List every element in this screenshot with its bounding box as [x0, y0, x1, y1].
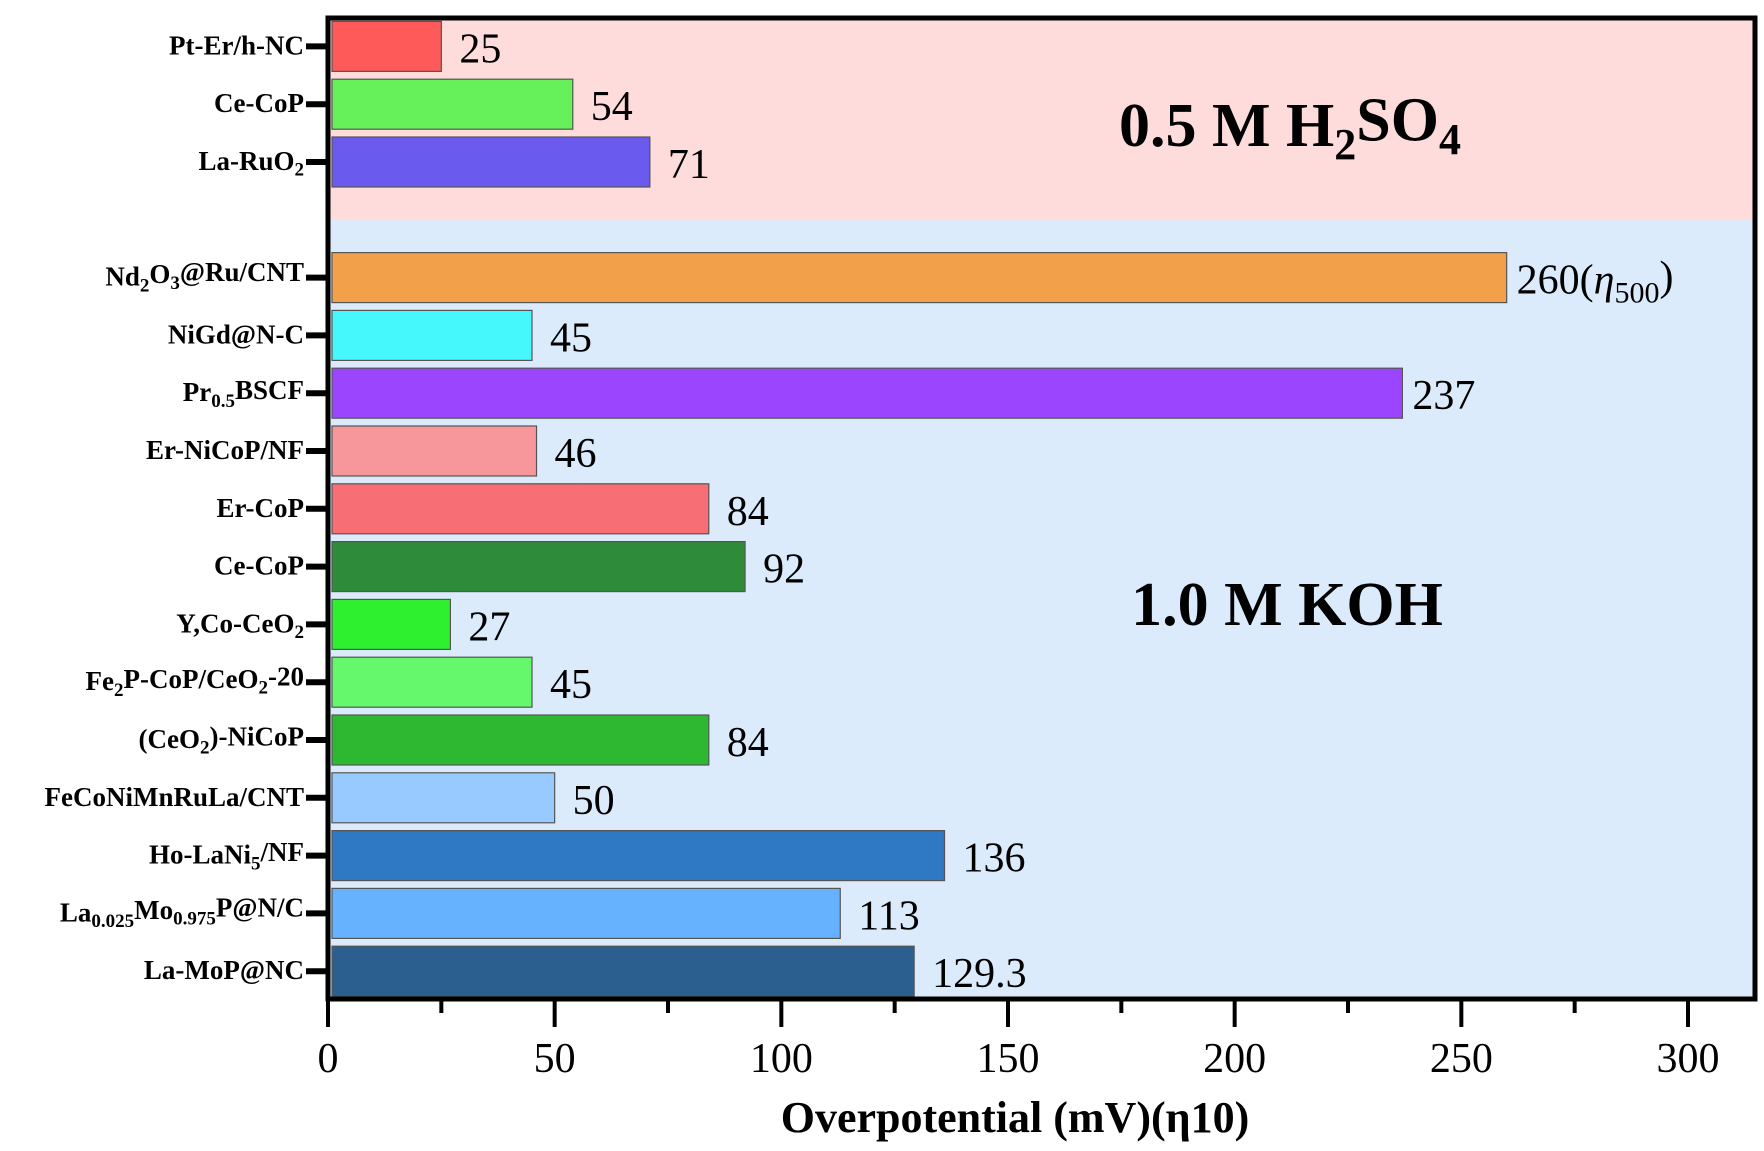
bar [331, 20, 442, 72]
x-axis-label: Overpotential (mV)(η10) [781, 1093, 1250, 1142]
x-tick-label: 0 [318, 1036, 339, 1082]
value-label: 84 [727, 489, 769, 535]
bar [331, 78, 574, 130]
x-tick-label: 300 [1657, 1036, 1720, 1082]
value-label: 84 [727, 720, 769, 766]
value-label: 113 [858, 893, 919, 939]
category-label: Nd2O3@Ru/CNT [105, 257, 304, 297]
value-label: 45 [550, 662, 592, 708]
bar [331, 367, 1404, 419]
bar [331, 136, 651, 188]
category-label: Er-CoP [217, 493, 304, 523]
value-label: 92 [763, 547, 805, 593]
category-label: Pr0.5BSCF [183, 375, 304, 412]
annotation-acid: 0.5 M H2SO4 [1119, 87, 1461, 170]
value-label: 136 [963, 836, 1026, 882]
bar [331, 829, 946, 882]
category-label: FeCoNiMnRuLa/CNT [44, 782, 304, 812]
plot-frame [325, 15, 1758, 1002]
bar [331, 425, 538, 477]
value-label: 25 [459, 26, 501, 72]
value-label: 260(η500) [1517, 254, 1674, 310]
category-label: Y,Co-CeO2 [176, 608, 304, 643]
value-label: 129.3 [932, 951, 1026, 997]
bar [331, 945, 915, 997]
region-alkaline-background [328, 219, 1755, 999]
value-label: 46 [555, 431, 597, 477]
x-tick-label: 200 [1203, 1036, 1266, 1082]
bar [331, 483, 710, 535]
x-tick-label: 150 [977, 1036, 1040, 1082]
bar [331, 887, 841, 940]
bar [331, 714, 710, 766]
annotation-alkaline: 1.0 M KOH [1131, 571, 1443, 639]
x-tick-label: 50 [534, 1036, 576, 1082]
value-label: 27 [468, 604, 510, 650]
category-label: NiGd@N-C [168, 319, 304, 349]
x-tick-label: 100 [750, 1036, 813, 1082]
category-label: Ho-LaNi5/NF [149, 837, 304, 874]
category-label: Er-NiCoP/NF [146, 435, 304, 465]
category-label: (CeO2)-NiCoP [139, 722, 304, 759]
category-label: La-MoP@NC [144, 955, 304, 985]
category-label: La0.025Mo0.975P@N/C [60, 893, 304, 933]
x-tick-label: 250 [1430, 1036, 1493, 1082]
bar [331, 252, 1508, 304]
category-label: Ce-CoP [214, 551, 304, 581]
value-label: 71 [668, 142, 710, 188]
value-label: 45 [550, 315, 592, 361]
value-label: 50 [573, 778, 615, 824]
bar [331, 309, 533, 361]
bar [331, 772, 556, 824]
category-label: La-RuO2 [198, 146, 304, 181]
bar [331, 540, 746, 593]
value-label: 54 [591, 84, 633, 130]
value-label: 237 [1412, 373, 1475, 419]
category-label: Pt-Er/h-NC [169, 30, 304, 60]
category-label: Ce-CoP [214, 88, 304, 118]
bar [331, 656, 533, 708]
bar [331, 598, 452, 651]
category-label: Fe2P-CoP/CeO2-20 [86, 661, 304, 701]
